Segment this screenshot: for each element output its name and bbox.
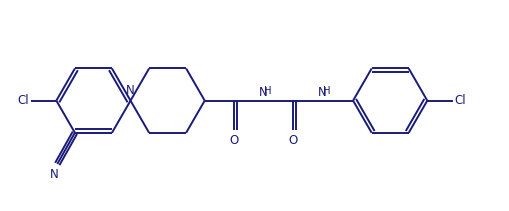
- Text: N: N: [318, 86, 326, 99]
- Text: N: N: [50, 168, 59, 181]
- Text: N: N: [126, 84, 135, 97]
- Text: H: H: [323, 86, 330, 96]
- Text: N: N: [259, 86, 268, 99]
- Text: O: O: [288, 134, 297, 147]
- Text: Cl: Cl: [17, 94, 29, 107]
- Text: Cl: Cl: [455, 94, 466, 107]
- Text: H: H: [264, 86, 272, 96]
- Text: O: O: [230, 134, 239, 147]
